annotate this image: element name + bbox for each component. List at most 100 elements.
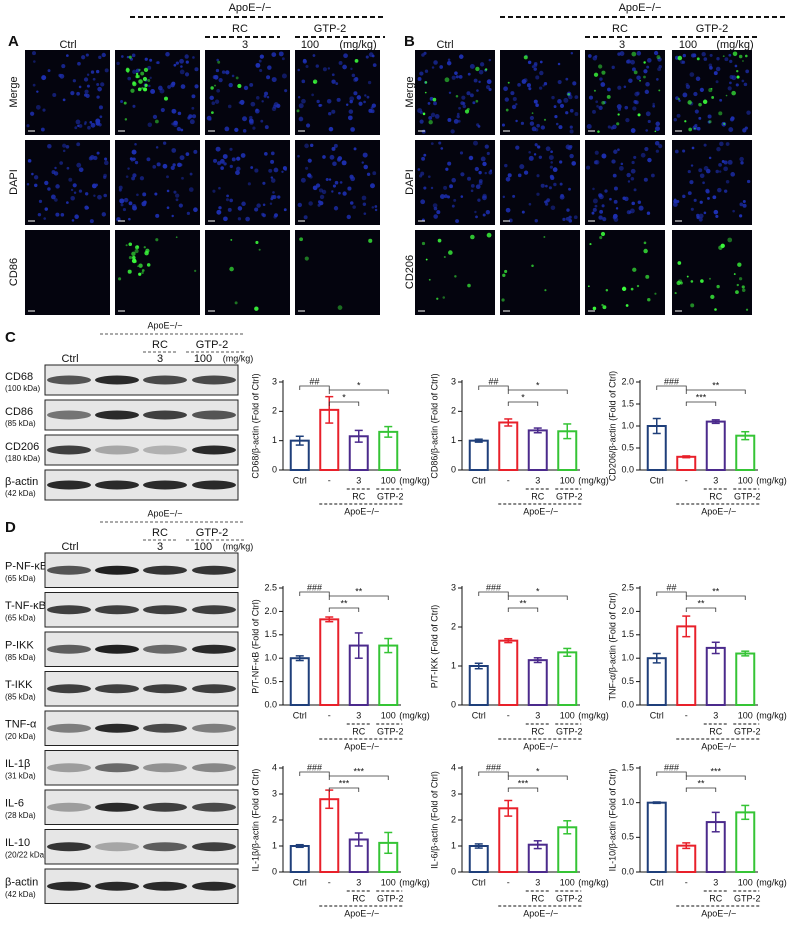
error-bar [682, 455, 691, 459]
nucleus [586, 123, 592, 129]
nucleus [95, 69, 100, 74]
group-label: GTP-2 [314, 23, 346, 35]
nucleus [97, 194, 102, 200]
nucleus [549, 165, 553, 169]
nucleus [742, 128, 747, 133]
error-bar [504, 418, 513, 427]
y-tick-label: 2.5 [264, 582, 277, 592]
nucleus [476, 123, 480, 127]
unit-label: (mg/kg) [399, 475, 430, 485]
nucleus [436, 210, 441, 215]
row-label: DAPI [404, 169, 416, 195]
nucleus [607, 125, 611, 129]
nucleus [71, 219, 75, 222]
nucleus [214, 99, 220, 104]
nucleus [326, 98, 332, 104]
stain [124, 118, 128, 121]
nucleus [86, 84, 90, 88]
nucleus [256, 203, 261, 208]
blot-name: P-IKK [5, 640, 34, 652]
error-bar [295, 655, 304, 662]
group-label: RC [709, 726, 722, 736]
blot-name: IL-1β [5, 758, 30, 770]
nucleus [537, 145, 541, 149]
error-bar [711, 419, 720, 425]
nucleus [502, 195, 506, 199]
group-label: GTP-2 [696, 23, 728, 35]
stain [141, 269, 145, 272]
nucleus [421, 156, 426, 161]
nucleus [229, 147, 233, 151]
nucleus [156, 162, 161, 167]
nucleus [707, 120, 711, 124]
nucleus [350, 127, 355, 132]
nucleus [332, 161, 337, 167]
stain [679, 281, 683, 285]
nucleus [213, 158, 218, 163]
nucleus [723, 166, 728, 172]
blot-name: TNF-α [5, 719, 37, 731]
nucleus [419, 71, 424, 76]
nucleus [534, 128, 539, 132]
nucleus [312, 54, 316, 57]
nucleus [551, 95, 555, 100]
stain [137, 265, 139, 268]
y-tick-label: 1.0 [621, 797, 634, 807]
nucleus [559, 103, 565, 108]
error-bar [711, 641, 720, 655]
nucleus [519, 164, 525, 170]
nucleus [252, 126, 256, 130]
band [95, 480, 139, 490]
nucleus [297, 154, 300, 158]
unit-label: (mg/kg) [339, 39, 376, 51]
nucleus [270, 159, 275, 164]
stain [738, 277, 743, 281]
blot [44, 469, 239, 501]
nucleus [78, 189, 83, 193]
nucleus [505, 207, 511, 213]
bar [319, 798, 340, 874]
significance-label: ### [486, 762, 501, 772]
y-tick-label: 1.5 [264, 629, 277, 639]
nucleus [565, 77, 569, 81]
bracket [328, 389, 389, 394]
nucleus [611, 65, 615, 69]
nucleus [222, 154, 228, 159]
y-tick-label: 0.5 [621, 832, 634, 842]
nucleus [319, 103, 323, 107]
nucleus [504, 97, 509, 102]
nucleus [727, 159, 733, 165]
y-axis-label: IL-1β/β-actin (Fold of Ctrl) [250, 769, 260, 872]
nucleus [652, 104, 656, 108]
nucleus [703, 57, 708, 61]
nucleus [98, 105, 103, 110]
nucleus [629, 208, 635, 214]
nucleus [144, 57, 148, 61]
stain [140, 71, 145, 76]
nucleus [543, 82, 548, 86]
significance-label: * [521, 392, 525, 402]
nucleus [504, 163, 508, 168]
nucleus [342, 191, 347, 196]
nucleus [271, 106, 277, 112]
nucleus [430, 112, 436, 118]
bar [527, 429, 548, 471]
band [95, 763, 139, 773]
stain [125, 244, 128, 247]
nucleus [536, 174, 540, 178]
nucleus [569, 125, 573, 129]
nucleus [682, 92, 688, 98]
x-tick-label: 3 [535, 475, 540, 485]
panel-label: B [404, 33, 415, 50]
unit-label: (mg/kg) [716, 39, 753, 51]
error-bar [652, 652, 661, 664]
stain [475, 99, 479, 103]
error-bar [533, 427, 542, 434]
nucleus [347, 115, 353, 121]
band [95, 723, 139, 733]
nucleus [75, 119, 81, 125]
nucleus [624, 105, 629, 110]
nucleus [51, 170, 56, 175]
nucleus [685, 84, 691, 89]
nucleus [647, 157, 652, 163]
